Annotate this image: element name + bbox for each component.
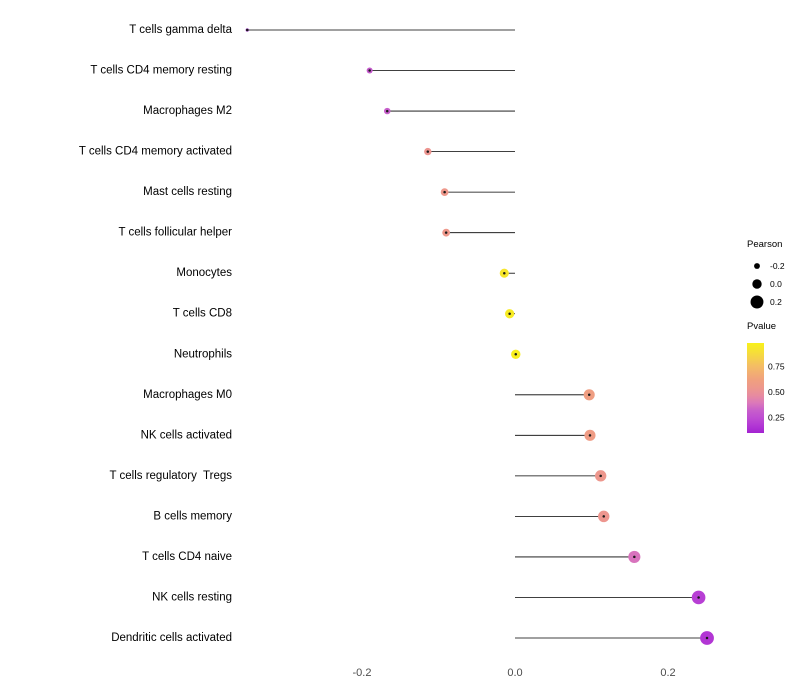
data-point-center-dot xyxy=(587,393,591,397)
size-legend-dot xyxy=(750,295,764,309)
category-label: NK cells activated xyxy=(141,429,232,441)
category-label: Mast cells resting xyxy=(143,186,232,198)
lollipop-row: T cells CD4 memory resting xyxy=(90,65,515,77)
category-label: T cells CD4 memory activated xyxy=(79,146,232,158)
category-label: T cells CD4 naive xyxy=(142,551,232,563)
data-point-center-dot xyxy=(633,555,636,559)
size-legend: Pearson -0.2 0.0 0.2 xyxy=(747,239,785,309)
category-label: T cells CD8 xyxy=(173,308,232,320)
data-point-center-dot xyxy=(443,190,446,194)
category-label: T cells CD4 memory resting xyxy=(90,65,232,77)
lollipop-row: T cells CD8 xyxy=(173,308,515,320)
lollipop-row: T cells CD4 naive xyxy=(142,550,641,564)
lollipop-row: Monocytes xyxy=(176,267,515,279)
data-point-center-dot xyxy=(444,231,448,234)
data-point-center-dot xyxy=(705,636,709,640)
data-point-center-dot xyxy=(246,28,249,32)
lollipop-row: T cells regulatory Tregs xyxy=(109,470,607,482)
data-point-center-dot xyxy=(368,69,371,72)
lollipop-row: T cells CD4 memory activated xyxy=(79,146,515,158)
category-label: T cells follicular helper xyxy=(118,227,232,239)
lollipop-row: B cells memory xyxy=(153,510,610,522)
data-point-center-dot xyxy=(588,434,592,437)
category-label: Macrophages M0 xyxy=(143,389,232,401)
x-tick-label: -0.2 xyxy=(353,667,372,679)
category-label: T cells regulatory Tregs xyxy=(109,470,232,482)
pvalue-gradient-bar xyxy=(747,343,764,433)
color-legend-tick-label: 0.75 xyxy=(768,362,785,372)
data-point-center-dot xyxy=(514,353,518,356)
size-legend-dot xyxy=(752,279,762,289)
category-label: B cells memory xyxy=(153,510,232,522)
size-legend-dot xyxy=(754,263,760,269)
lollipop-row: Macrophages M2 xyxy=(143,105,515,117)
color-legend-title: Pvalue xyxy=(747,321,776,332)
color-legend-tick-label: 0.25 xyxy=(768,413,785,423)
data-point-center-dot xyxy=(602,515,605,518)
lollipop-row: Dendritic cells activated xyxy=(111,631,714,645)
lollipop-row: NK cells resting xyxy=(152,590,706,605)
lollipop-row: T cells gamma delta xyxy=(129,24,515,36)
lollipop-row: Macrophages M0 xyxy=(143,389,595,401)
x-tick-label: 0.0 xyxy=(507,667,522,679)
category-label: Dendritic cells activated xyxy=(111,632,232,644)
size-legend-title: Pearson xyxy=(747,239,782,250)
lollipop-row: Mast cells resting xyxy=(143,186,515,198)
data-point-center-dot xyxy=(599,474,602,478)
category-label: Neutrophils xyxy=(174,348,232,360)
lollipop-row: T cells follicular helper xyxy=(118,227,515,239)
lollipop-row: Neutrophils xyxy=(174,348,521,360)
category-label: Monocytes xyxy=(176,267,232,279)
data-point-center-dot xyxy=(508,312,511,315)
size-legend-label: 0.2 xyxy=(770,297,782,307)
category-label: T cells gamma delta xyxy=(129,24,232,36)
color-legend: Pvalue 0.75 0.50 0.25 xyxy=(747,321,785,433)
data-point-center-dot xyxy=(503,271,506,275)
data-point-center-dot xyxy=(426,150,430,153)
color-legend-tick-label: 0.50 xyxy=(768,387,785,397)
size-legend-label: -0.2 xyxy=(770,261,785,271)
data-point-center-dot xyxy=(385,109,389,113)
lollipop-row: NK cells activated xyxy=(141,429,596,441)
data-point-center-dot xyxy=(697,596,700,599)
category-label: Macrophages M2 xyxy=(143,105,232,117)
x-tick-label: 0.2 xyxy=(660,667,675,679)
category-label: NK cells resting xyxy=(152,591,232,603)
size-legend-label: 0.0 xyxy=(770,279,782,289)
